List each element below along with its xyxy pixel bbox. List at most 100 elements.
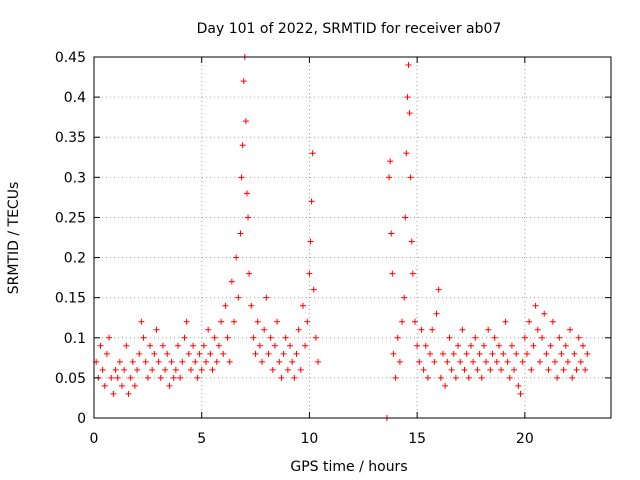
- data-point: [545, 366, 552, 373]
- data-point: [394, 334, 401, 341]
- data-point: [304, 318, 311, 325]
- data-point: [299, 302, 306, 309]
- data-point: [416, 358, 423, 365]
- data-point: [472, 334, 479, 341]
- data-point: [196, 350, 203, 357]
- data-point: [134, 366, 141, 373]
- data-point: [106, 334, 113, 341]
- data-point: [215, 342, 222, 349]
- data-point: [446, 334, 453, 341]
- data-point: [309, 150, 316, 157]
- data-point: [556, 334, 563, 341]
- data-point: [220, 350, 227, 357]
- data-point: [131, 382, 138, 389]
- data-point: [198, 366, 205, 373]
- data-point: [478, 374, 485, 381]
- data-point: [459, 326, 466, 333]
- data-point: [242, 118, 249, 125]
- data-point: [504, 358, 511, 365]
- data-point: [240, 78, 247, 85]
- data-point: [480, 342, 487, 349]
- data-point: [409, 270, 416, 277]
- data-point: [170, 374, 177, 381]
- data-point: [408, 238, 415, 245]
- data-point: [172, 366, 179, 373]
- data-point: [267, 334, 274, 341]
- data-points: [93, 54, 591, 421]
- data-point: [157, 374, 164, 381]
- data-point: [108, 374, 115, 381]
- data-point: [177, 374, 184, 381]
- y-tick-label: 0.35: [55, 130, 86, 146]
- data-point: [551, 358, 558, 365]
- x-tick-label: 0: [90, 431, 99, 447]
- data-point: [291, 374, 298, 381]
- data-point: [402, 214, 409, 221]
- data-point: [280, 350, 287, 357]
- data-point: [238, 174, 245, 181]
- data-point: [97, 342, 104, 349]
- data-point: [457, 358, 464, 365]
- data-point: [123, 342, 130, 349]
- data-point: [388, 230, 395, 237]
- data-point: [448, 366, 455, 373]
- data-point: [289, 358, 296, 365]
- data-point: [194, 374, 201, 381]
- data-point: [485, 326, 492, 333]
- y-tick-label: 0.25: [55, 210, 86, 226]
- data-point: [500, 350, 507, 357]
- data-point: [562, 342, 569, 349]
- data-point: [564, 358, 571, 365]
- data-point: [164, 350, 171, 357]
- data-point: [226, 358, 233, 365]
- data-point: [528, 366, 535, 373]
- data-point: [168, 358, 175, 365]
- data-point: [427, 350, 434, 357]
- data-point: [287, 342, 294, 349]
- data-point: [218, 318, 225, 325]
- data-point: [439, 350, 446, 357]
- data-point: [175, 342, 182, 349]
- data-point: [433, 310, 440, 317]
- y-tick-label: 0.05: [55, 371, 86, 387]
- data-point: [293, 350, 300, 357]
- data-point: [101, 382, 108, 389]
- data-point: [147, 342, 154, 349]
- data-point: [114, 374, 121, 381]
- data-point: [389, 270, 396, 277]
- data-point: [205, 326, 212, 333]
- data-point: [119, 382, 126, 389]
- data-point: [422, 342, 429, 349]
- data-point: [243, 190, 250, 197]
- data-point: [470, 358, 477, 365]
- data-point: [536, 358, 543, 365]
- data-point: [498, 366, 505, 373]
- data-point: [228, 278, 235, 285]
- data-point: [534, 326, 541, 333]
- data-point: [265, 350, 272, 357]
- data-point: [252, 350, 259, 357]
- y-tick-label: 0.3: [64, 170, 86, 186]
- data-point: [192, 358, 199, 365]
- data-point: [455, 342, 462, 349]
- data-point: [256, 342, 263, 349]
- data-point: [582, 366, 589, 373]
- data-point: [237, 230, 244, 237]
- data-point: [420, 366, 427, 373]
- data-point: [405, 62, 412, 69]
- data-point: [584, 350, 591, 357]
- x-tick-label: 10: [301, 431, 319, 447]
- data-point: [254, 318, 261, 325]
- data-point: [429, 326, 436, 333]
- y-tick-label: 0: [77, 411, 86, 427]
- data-point: [274, 318, 281, 325]
- data-point: [399, 318, 406, 325]
- data-point: [278, 374, 285, 381]
- data-point: [136, 350, 143, 357]
- data-point: [554, 374, 561, 381]
- data-point: [140, 334, 147, 341]
- data-point: [465, 374, 472, 381]
- data-point: [530, 342, 537, 349]
- data-point: [245, 214, 252, 221]
